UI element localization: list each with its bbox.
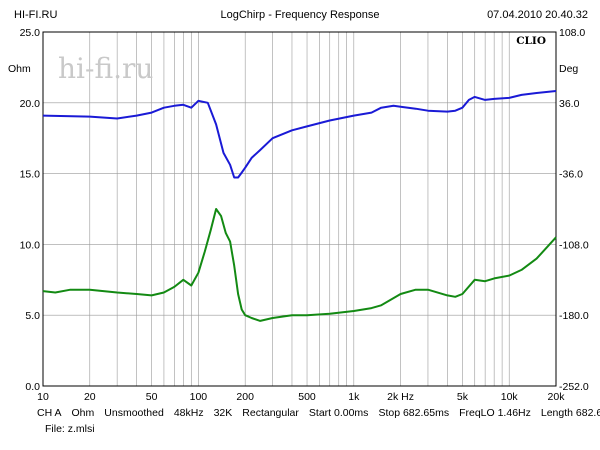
left-axis-unit: Ohm	[8, 63, 31, 75]
x-tick-label: 20k	[548, 391, 566, 400]
axis-ticks: 10 20 50 100 200 500 1k 2k Hz 5k 10k 20k 0.0 5.0 10.0…	[20, 27, 589, 400]
x-tick-label: 10k	[501, 391, 519, 400]
x-tick-label: 500	[298, 391, 316, 400]
y-right-tick-label: -108.0	[559, 239, 589, 251]
clio-logo-text: CLIO	[516, 35, 546, 47]
measurement-settings: CH A Ohm Unsmoothed 48kHz 32K Rectangular Star…	[37, 407, 600, 419]
y-right-tick-label: -36.0	[559, 169, 583, 181]
x-tick-label: 200	[236, 391, 254, 400]
right-axis-unit: Deg	[559, 63, 578, 75]
footer-setting-item: Stop 682.65ms	[378, 407, 450, 419]
x-tick-label: 100	[190, 391, 208, 400]
footer-setting-item: 32K	[213, 407, 233, 419]
x-tick-label: 1k	[348, 391, 360, 400]
y-left-tick-label: 0.0	[25, 381, 40, 393]
y-left-tick-label: 10.0	[20, 239, 41, 251]
y-left-tick-label: 15.0	[20, 169, 41, 181]
header-left-label: HI-FI.RU	[14, 9, 58, 21]
y-left-tick-label: 25.0	[20, 27, 41, 39]
footer-setting-item: Rectangular	[242, 407, 299, 419]
footer-setting-item: Start 0.00ms	[308, 407, 369, 419]
chart-title: LogChirp - Frequency Response	[220, 9, 380, 21]
impedance-series-line	[42, 208, 557, 322]
footer-setting-item: FreqLO 1.46Hz	[459, 407, 531, 419]
file-label: File: z.mlsi	[45, 423, 95, 435]
footer-setting-item: Unsmoothed	[104, 407, 164, 419]
footer-setting-item: Length 682.65ms	[540, 407, 600, 419]
footer-setting-item: Ohm	[71, 407, 95, 419]
watermark-text: hi-fi.ru	[58, 52, 153, 85]
x-tick-label: 10	[37, 391, 49, 400]
frequency-response-chart: hi-fi.ru CLIO Ohm Deg 10 20 50 100 200 500 1k 2…	[8, 27, 589, 400]
y-right-tick-label: -252.0	[559, 381, 589, 393]
plot-frame	[42, 31, 557, 387]
footer-setting-item: CH A	[37, 407, 62, 419]
footer-setting-item: 48kHz	[173, 407, 204, 419]
header-timestamp: 07.04.2010 20.40.32	[487, 9, 588, 21]
y-left-tick-label: 5.0	[25, 310, 40, 322]
x-tick-label: 50	[146, 391, 158, 400]
phase-series-line	[42, 90, 557, 179]
y-left-tick-label: 20.0	[20, 98, 41, 110]
series-layer	[42, 90, 557, 322]
grid	[42, 31, 557, 387]
y-right-tick-label: 36.0	[559, 98, 580, 110]
x-tick-label: 5k	[457, 391, 469, 400]
y-right-tick-label: 108.0	[559, 27, 585, 39]
y-right-tick-label: -180.0	[559, 310, 589, 322]
x-tick-label: 20	[84, 391, 96, 400]
x-tick-label: 2k Hz	[387, 391, 414, 400]
